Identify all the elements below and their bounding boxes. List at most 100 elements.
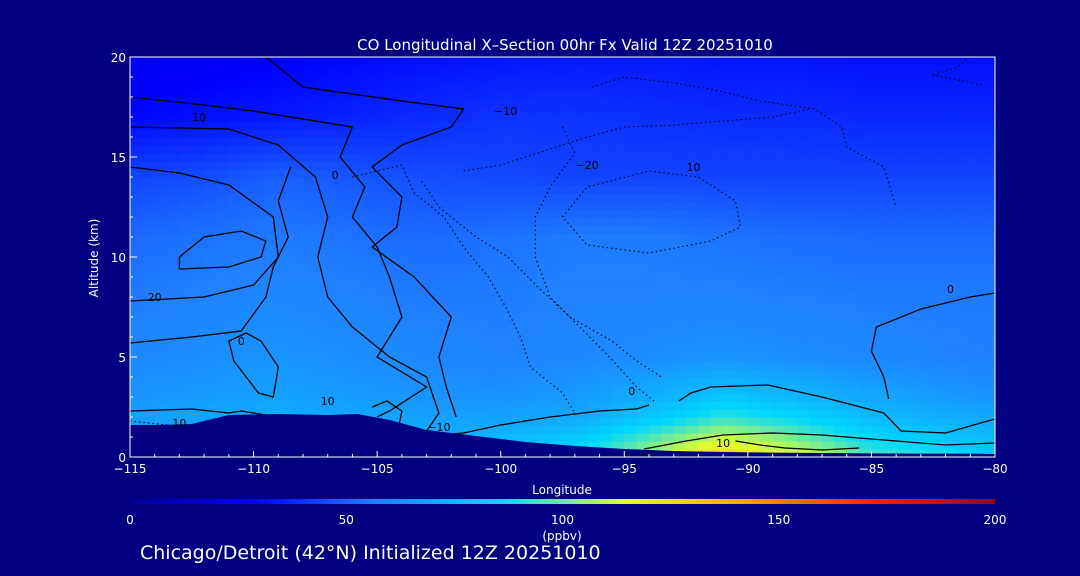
heat-cell: [574, 281, 588, 290]
heat-cell: [574, 305, 588, 314]
heat-cell: [982, 73, 995, 82]
heat-cell: [920, 105, 934, 114]
heat-cell: [797, 249, 811, 258]
heat-cell: [290, 321, 304, 330]
heat-cell: [735, 425, 749, 434]
heat-cell: [488, 377, 502, 386]
heat-cell: [834, 241, 848, 250]
heat-cell: [624, 369, 638, 378]
heat-cell: [130, 81, 143, 90]
heat-cell: [265, 129, 279, 138]
heat-cell: [401, 409, 415, 418]
heat-cell: [142, 73, 156, 82]
heat-cell: [525, 265, 539, 274]
heat-cell: [945, 329, 959, 338]
heat-cell: [871, 305, 885, 314]
contour-solid: [371, 400, 403, 424]
x-tick-label: −105: [361, 462, 394, 476]
heat-cell: [414, 225, 428, 234]
heat-cell: [389, 345, 403, 354]
heat-cell: [265, 329, 279, 338]
heat-cell: [265, 201, 279, 210]
heat-cell: [723, 385, 737, 394]
heat-cell: [772, 345, 786, 354]
heat-cell: [303, 217, 316, 226]
heat-cell: [957, 65, 971, 74]
heat-cell: [451, 401, 465, 410]
heat-cell: [352, 329, 366, 338]
heat-cell: [673, 113, 687, 122]
heat-cell: [760, 137, 774, 146]
heat-cell: [945, 57, 959, 66]
heat-cell: [723, 73, 737, 82]
heat-cell: [500, 57, 514, 66]
heat-cell: [290, 65, 304, 74]
heat-cell: [982, 193, 995, 202]
heat-cell: [970, 121, 984, 130]
heat-cell: [290, 193, 304, 202]
heat-cell: [451, 145, 465, 154]
heat-cell: [265, 385, 279, 394]
heat-cell: [957, 249, 971, 258]
heat-cell: [278, 281, 292, 290]
heat-cell: [982, 345, 995, 354]
heat-cell: [500, 281, 514, 290]
heat-cell: [278, 73, 292, 82]
heat-cell: [401, 353, 415, 362]
heat-cell: [340, 257, 354, 266]
heat-cell: [920, 153, 934, 162]
heat-cell: [784, 121, 798, 130]
heat-cell: [414, 377, 428, 386]
heat-cell: [908, 65, 922, 74]
heat-cell: [587, 441, 601, 450]
heat-cell: [315, 297, 329, 306]
heat-cell: [438, 129, 452, 138]
heat-cell: [784, 169, 798, 178]
heat-cell: [649, 145, 662, 154]
heat-cell: [908, 145, 922, 154]
heat-cell: [784, 89, 798, 98]
heat-cell: [265, 241, 279, 250]
heat-cell: [525, 97, 539, 106]
heat-cell: [760, 313, 774, 322]
heat-cell: [686, 209, 700, 218]
heat-cell: [772, 329, 786, 338]
heat-cell: [649, 65, 662, 74]
heat-cell: [463, 233, 477, 242]
heat-cell: [364, 329, 378, 338]
heat-cell: [216, 137, 230, 146]
heat-cell: [451, 345, 465, 354]
heat-cell: [883, 369, 897, 378]
heat-cell: [537, 65, 551, 74]
heat-cell: [970, 401, 984, 410]
heat-cell: [303, 249, 316, 258]
heat-cell: [970, 361, 984, 370]
heat-cell: [488, 425, 502, 434]
heat-cell: [303, 273, 316, 282]
heat-cell: [760, 265, 774, 274]
heat-cell: [673, 193, 687, 202]
heat-cell: [228, 401, 242, 410]
heat-cell: [352, 401, 366, 410]
heat-cell: [871, 89, 885, 98]
heat-cell: [945, 169, 959, 178]
heat-cell: [340, 369, 354, 378]
heat-cell: [982, 257, 995, 266]
heat-cell: [488, 249, 502, 258]
heat-cell: [537, 137, 551, 146]
heat-cell: [896, 105, 910, 114]
heat-cell: [649, 185, 662, 194]
heat-cell: [414, 97, 428, 106]
heat-cell: [747, 385, 761, 394]
heat-cell: [624, 361, 638, 370]
heat-cell: [130, 249, 143, 258]
heat-cell: [500, 169, 514, 178]
heat-cell: [130, 137, 143, 146]
heat-cell: [216, 193, 230, 202]
heat-cell: [661, 369, 675, 378]
heat-cell: [130, 289, 143, 298]
heat-cell: [797, 233, 811, 242]
heat-cell: [463, 321, 477, 330]
heat-cell: [476, 417, 489, 426]
x-axis-label: Longitude: [532, 483, 592, 497]
